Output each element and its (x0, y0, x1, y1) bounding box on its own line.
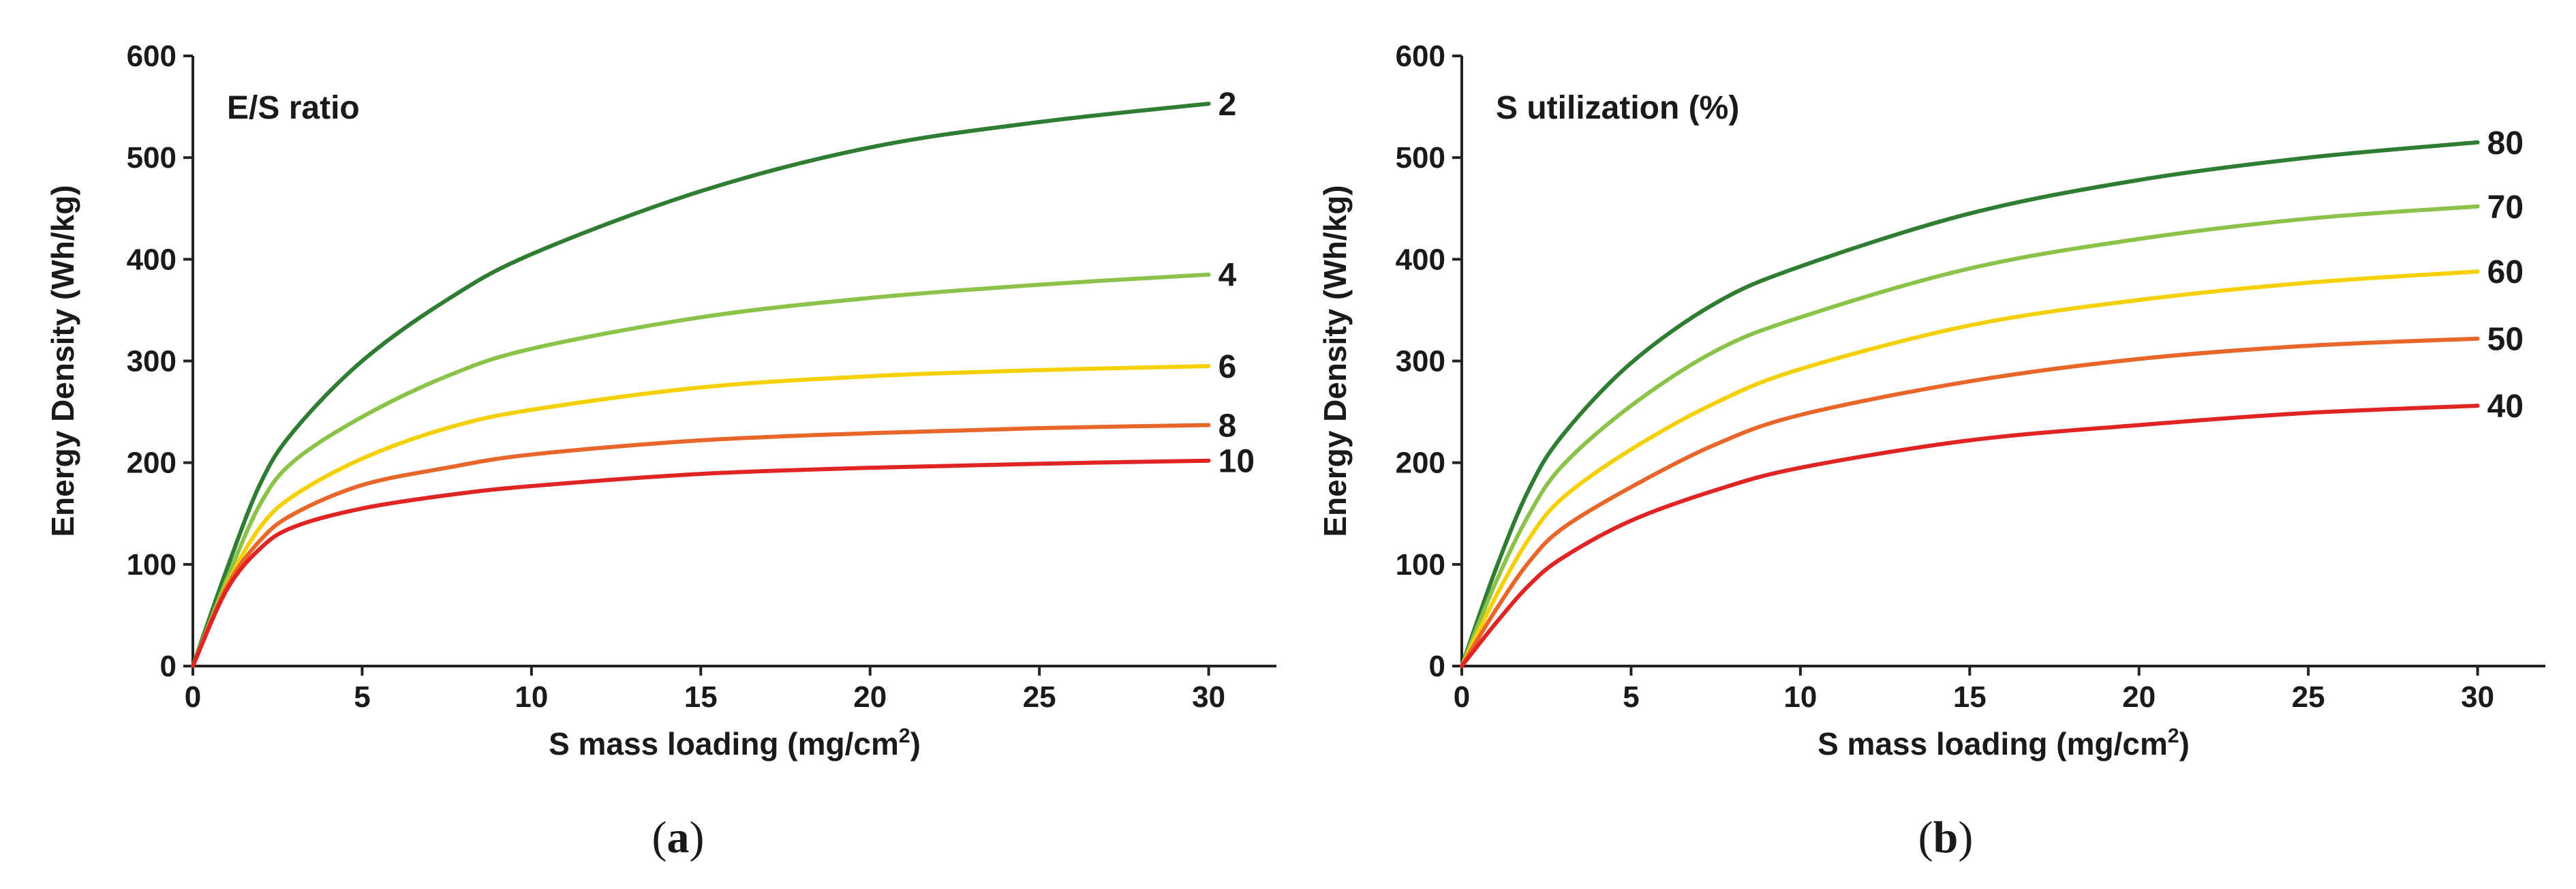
panel-b-y-tick-label: 200 (1396, 447, 1445, 480)
panel-b-y-tick-label: 300 (1396, 345, 1445, 378)
panel-a-x-tick-label: 25 (1023, 680, 1056, 714)
panel-b-legend-title: S utilization (%) (1496, 90, 1739, 126)
panel-b-chart: 0 100 200 300 400 500 600 0 5 10 15 20 25 30 S mass lo… (1317, 40, 2545, 762)
panel-a-x-tick-label: 15 (684, 680, 718, 714)
panel-b-x-axis-label: S mass loading (mg/cm2) (1818, 725, 2190, 762)
panel-b-series-line-80 (1460, 140, 2480, 668)
panel-b-series-label-40: 40 (2487, 389, 2524, 425)
panel-a-y-tick-label: 400 (127, 243, 177, 276)
panel-b-x-tick-label: 20 (2122, 680, 2156, 714)
panel-b-series-line-40 (1460, 404, 2480, 668)
panel-a-caption: (a) (652, 813, 705, 862)
panel-a-series-line-10 (191, 458, 1211, 668)
panel-a-y-tick-label: 300 (127, 345, 177, 378)
panel-a-series-label-4: 4 (1218, 258, 1237, 294)
panel-a-series-label-2: 2 (1218, 87, 1237, 123)
panel-b-x-tick-label: 25 (2292, 680, 2325, 714)
panel-a-legend-title: E/S ratio (227, 90, 360, 126)
panel-a-y-tick-label: 200 (127, 447, 177, 480)
panel-b-y-tick-label: 0 (1429, 650, 1445, 683)
panel-a-series-label-8: 8 (1218, 408, 1237, 444)
panel-a-x-tick-label: 0 (185, 680, 201, 714)
panel-b-series-label-60: 60 (2487, 254, 2524, 290)
panel-a-chart: 0 100 200 300 400 500 600 0 5 10 15 20 25 30 S mass lo… (45, 40, 1276, 762)
panel-a-x-tick-label: 20 (853, 680, 887, 714)
panel-b-caption: (b) (1918, 813, 1974, 862)
panel-b-y-tick-label: 500 (1396, 141, 1445, 175)
panel-b-x-tick-label: 5 (1623, 680, 1639, 714)
panel-b-series-line-50 (1460, 336, 2480, 668)
panel-b-y-tick-label: 100 (1396, 548, 1445, 582)
panel-b-series-label-70: 70 (2487, 190, 2524, 226)
panel-b-y-tick-label: 600 (1396, 40, 1445, 73)
panel-a-series-line-2 (191, 102, 1211, 668)
panel-a-x-axis-label: S mass loading (mg/cm2) (549, 725, 921, 762)
panel-a-y-tick-label: 500 (127, 141, 177, 175)
panel-a-x-tick-label: 30 (1192, 680, 1225, 714)
panel-b-series-label-80: 80 (2487, 125, 2524, 162)
panel-b-x-tick-label: 15 (1953, 680, 1987, 714)
panel-b-y-axis-label: Energy Density (Wh/kg) (1317, 185, 1353, 537)
panel-a-series-label-10: 10 (1218, 444, 1255, 480)
panel-a-y-tick-label: 100 (127, 548, 177, 582)
panel-a-series-line-8 (191, 423, 1211, 668)
panel-b-series-line-70 (1460, 204, 2480, 668)
panel-a-x-tick-label: 10 (515, 680, 548, 714)
panel-b-x-tick-label: 10 (1783, 680, 1817, 714)
panel-a-series-line-6 (191, 364, 1211, 668)
panel-a-y-tick-label: 600 (127, 40, 177, 73)
panel-b-x-tick-label: 30 (2461, 680, 2494, 714)
panel-b-y-tick-label: 400 (1396, 243, 1445, 276)
panel-b-series-label-50: 50 (2487, 322, 2524, 358)
panel-b-x-tick-label: 0 (1454, 680, 1470, 714)
panel-b-series-line-60 (1460, 269, 2480, 668)
panel-a-series-label-6: 6 (1218, 349, 1237, 385)
panel-a-y-axis-label: Energy Density (Wh/kg) (45, 185, 80, 537)
panel-a-x-tick-label: 5 (354, 680, 370, 714)
panel-a-series-line-4 (191, 272, 1211, 668)
panel-a-y-tick-label: 0 (160, 650, 177, 683)
